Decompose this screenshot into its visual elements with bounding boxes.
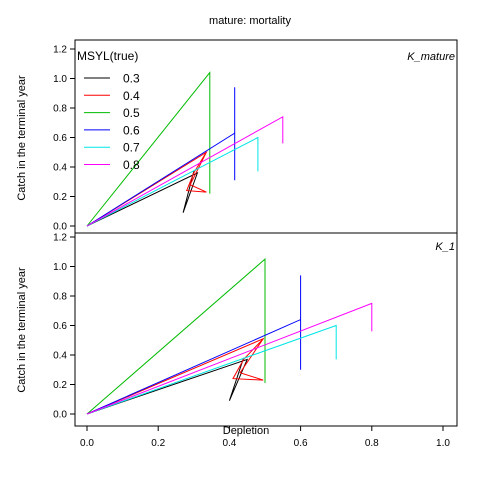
chart-title: mature: mortality xyxy=(209,15,291,27)
y-tick-label: 0.0 xyxy=(53,222,67,233)
series-line-0.7 xyxy=(86,136,259,227)
y-tick-label: 0.6 xyxy=(53,321,67,332)
series-line-0.6 xyxy=(86,275,302,415)
y-tick-label: 0.8 xyxy=(53,292,67,303)
y-tick-label: 0.8 xyxy=(53,104,67,115)
y-axis-label-top: Catch in the terminal year xyxy=(16,75,28,201)
legend: MSYL(true) 0.3 0.4 0.5 0.6 0.7 0.8 xyxy=(77,49,140,172)
legend-entry: 0.8 xyxy=(123,158,140,172)
series-line-0.5 xyxy=(86,258,266,415)
panel-bottom: 0.0 0.2 0.4 0.6 0.8 1.0 1.2 K_1 xyxy=(53,233,455,421)
y-axis-label-bottom: Catch in the terminal year xyxy=(16,267,28,393)
y-tick-label: 0.4 xyxy=(53,163,67,174)
x-tick-label: 0.8 xyxy=(365,438,379,449)
series-line-0.4 xyxy=(86,150,208,227)
panel-bottom-frame xyxy=(74,232,458,427)
y-tick-label: 1.0 xyxy=(53,262,67,273)
legend-title: MSYL(true) xyxy=(77,49,138,63)
y-tick-label: 1.2 xyxy=(53,45,67,56)
x-tick-label: 1.0 xyxy=(436,438,450,449)
legend-entry: 0.3 xyxy=(123,72,140,86)
series-line-0.7 xyxy=(86,324,337,415)
y-tick-label: 0.4 xyxy=(53,351,67,362)
series-line-0.8 xyxy=(86,115,284,227)
series-line-0.3 xyxy=(86,171,199,227)
y-tick-label: 1.0 xyxy=(53,74,67,85)
panel-top: 0.0 0.2 0.4 0.6 0.8 1.0 1.2 K_mature xyxy=(53,45,455,233)
panel-label: K_1 xyxy=(435,241,455,253)
x-tick-label: 0.0 xyxy=(80,438,94,449)
y-tick-label: 0.6 xyxy=(53,133,67,144)
legend-entry: 0.7 xyxy=(123,141,140,155)
series-line-0.3 xyxy=(86,357,249,415)
x-tick-label: 0.6 xyxy=(294,438,308,449)
x-tick-label: 0.2 xyxy=(151,438,165,449)
series-line-0.8 xyxy=(86,302,373,415)
series-line-0.5 xyxy=(86,71,211,227)
y-tick-label: 0.0 xyxy=(53,410,67,421)
y-tick-label: 1.2 xyxy=(53,233,67,244)
legend-entry: 0.6 xyxy=(123,123,140,137)
series-line-0.6 xyxy=(86,87,236,227)
panel-label: K_mature xyxy=(407,51,455,63)
legend-entry: 0.5 xyxy=(123,106,140,120)
legend-entry: 0.4 xyxy=(123,89,140,103)
x-tick-label: 0.4 xyxy=(222,438,236,449)
x-axis: 0.0 0.2 0.4 0.6 0.8 1.0 xyxy=(80,426,450,449)
x-axis-label: Depletion xyxy=(223,425,269,437)
series-line-0.4 xyxy=(86,337,265,415)
y-tick-label: 0.2 xyxy=(53,192,67,203)
y-tick-label: 0.2 xyxy=(53,380,67,391)
